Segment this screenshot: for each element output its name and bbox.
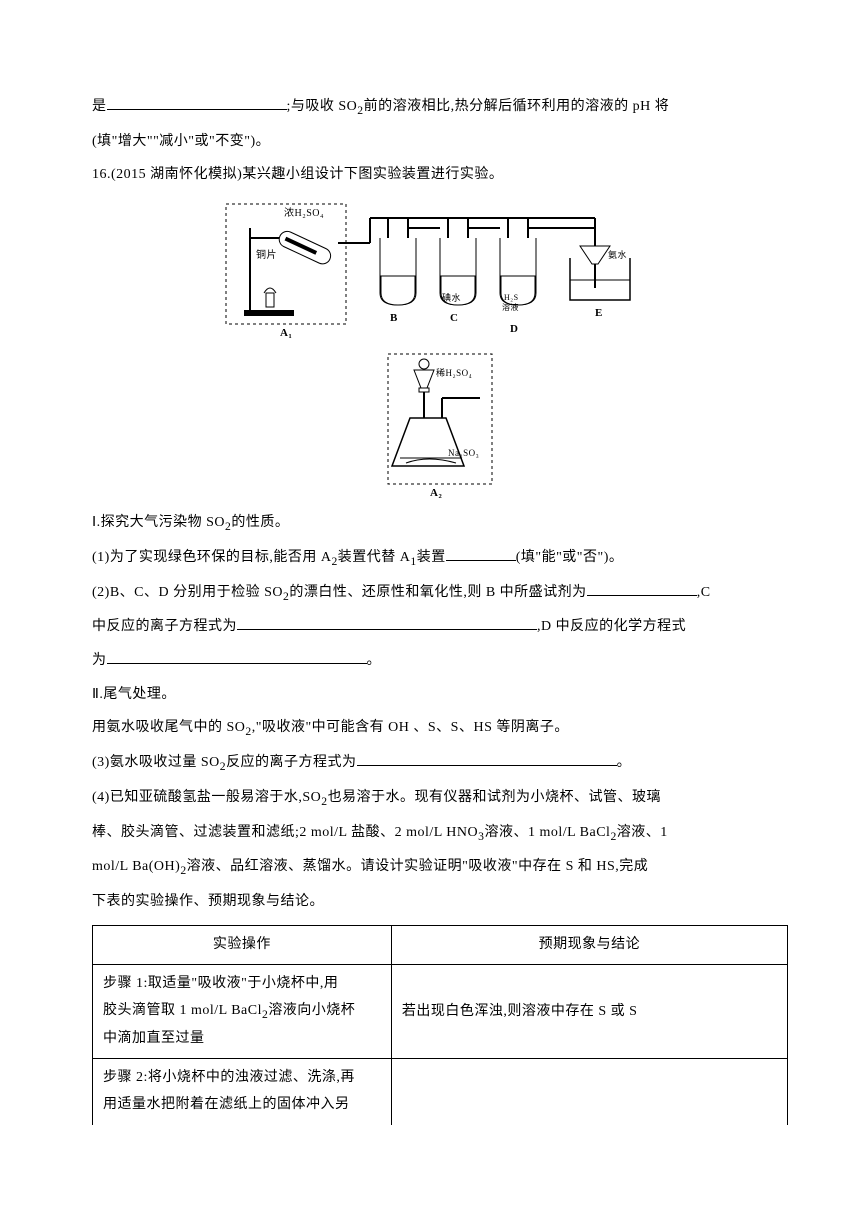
text: ,C — [697, 585, 711, 600]
tube-D: D H₂S 溶液 — [500, 218, 536, 335]
table-header: 实验操作 — [93, 925, 392, 965]
table-header-row: 实验操作 预期现象与结论 — [93, 925, 788, 965]
tube-B: B — [380, 218, 416, 324]
text: 。 — [617, 755, 632, 770]
section-1-title: Ⅰ.探究大气污染物 SO2的性质。 — [92, 506, 788, 541]
text: 16.(2015 湖南怀化模拟)某兴趣小组设计下图实验装置进行实验。 — [92, 167, 503, 182]
table-cell: 步骤 1:取适量"吸收液"于小烧杯中,用 胶头滴管取 1 mol/L BaCl2… — [93, 965, 392, 1059]
text: 步骤 2:将小烧杯中的浊液过滤、洗涤,再 — [103, 1065, 381, 1092]
text: 装置代替 A — [338, 550, 411, 565]
svg-text:碘水: 碘水 — [442, 292, 461, 303]
text: ,"吸收液"中可能含有 OH 、S、S、HS 等阴离子。 — [252, 720, 569, 735]
svg-text:D: D — [510, 323, 518, 335]
text: mol/L Ba(OH) — [92, 859, 180, 874]
text: 。 — [367, 653, 382, 668]
text: 下表的实验操作、预期现象与结论。 — [92, 894, 324, 909]
svg-text:B: B — [390, 312, 398, 324]
text: 步骤 1:取适量"吸收液"于小烧杯中,用 — [103, 971, 381, 998]
text: 棒、胶头滴管、过滤装置和滤纸;2 mol/L 盐酸、2 mol/L HNO — [92, 825, 478, 840]
text: 溶液向小烧杯 — [268, 1003, 355, 1018]
h2so4-label: 浓H₂SO₄ — [284, 207, 324, 219]
absorb-paragraph: 用氨水吸收尾气中的 SO2,"吸收液"中可能含有 OH 、S、S、HS 等阴离子… — [92, 711, 788, 746]
text: 的漂白性、还原性和氧化性,则 B 中所盛试剂为 — [289, 585, 586, 600]
text: 胶头滴管取 1 mol/L BaCl — [103, 1003, 262, 1018]
question-4-line2: 棒、胶头滴管、过滤装置和滤纸;2 mol/L 盐酸、2 mol/L HNO3溶液… — [92, 816, 788, 851]
text: 为 — [92, 653, 107, 668]
text: 反应的离子方程式为 — [226, 755, 357, 770]
tube-C: C 碘水 — [440, 218, 476, 324]
svg-text:A₂: A₂ — [430, 487, 442, 498]
table-cell: 若出现白色浑浊,则溶液中存在 S 或 S — [391, 965, 787, 1059]
table-row: 步骤 1:取适量"吸收液"于小烧杯中,用 胶头滴管取 1 mol/L BaCl2… — [93, 965, 788, 1059]
text: 溶液、1 mol/L BaCl — [484, 825, 610, 840]
question-4-line3: mol/L Ba(OH)2溶液、品红溶液、蒸馏水。请设计实验证明"吸收液"中存在… — [92, 850, 788, 885]
question-4-line4: 下表的实验操作、预期现象与结论。 — [92, 885, 788, 919]
question-4-line1: (4)已知亚硫酸氢盐一般易溶于水,SO2也易溶于水。现有仪器和试剂为小烧杯、试管… — [92, 781, 788, 816]
table-cell[interactable] — [391, 1059, 787, 1125]
text: ;与吸收 SO — [287, 99, 358, 114]
text: 也易溶于水。现有仪器和试剂为小烧杯、试管、玻璃 — [328, 790, 662, 805]
question-16-stem: 16.(2015 湖南怀化模拟)某兴趣小组设计下图实验装置进行实验。 — [92, 158, 788, 192]
question-2-line3: 为。 — [92, 644, 788, 678]
svg-text:氨水: 氨水 — [608, 249, 627, 260]
paragraph: (填"增大""减小"或"不变")。 — [92, 125, 788, 159]
text: 用氨水吸收尾气中的 SO — [92, 720, 245, 735]
text: 装置 — [417, 550, 446, 565]
table-row: 步骤 2:将小烧杯中的浊液过滤、洗涤,再 用适量水把附着在滤纸上的固体冲入另 — [93, 1059, 788, 1125]
blank-field[interactable] — [107, 648, 367, 664]
question-2-line2: 中反应的离子方程式为 ,D 中反应的化学方程式 — [92, 610, 788, 644]
svg-text:H₂S: H₂S — [504, 293, 519, 302]
svg-text:E: E — [595, 307, 603, 319]
question-1: (1)为了实现绿色环保的目标,能否用 A2装置代替 A1装置(填"能"或"否")… — [92, 541, 788, 576]
svg-text:稀H₂SO₄: 稀H₂SO₄ — [436, 367, 472, 378]
beaker-E: 氨水 E — [570, 218, 630, 319]
text: (填"增大""减小"或"不变")。 — [92, 134, 270, 149]
section-2-title: Ⅱ.尾气处理。 — [92, 678, 788, 712]
experiment-table: 实验操作 预期现象与结论 步骤 1:取适量"吸收液"于小烧杯中,用 胶头滴管取 … — [92, 925, 788, 1125]
blank-field[interactable] — [357, 750, 617, 766]
text: 中滴加直至过量 — [103, 1026, 381, 1053]
text: 前的溶液相比,热分解后循环利用的溶液的 pH 将 — [364, 99, 670, 114]
text: Ⅰ.探究大气污染物 SO — [92, 515, 225, 530]
text: 的性质。 — [231, 515, 289, 530]
text: 中反应的离子方程式为 — [92, 619, 237, 634]
text: 是 — [92, 99, 107, 114]
text: ,D 中反应的化学方程式 — [537, 619, 686, 634]
text: (1)为了实现绿色环保的目标,能否用 A — [92, 550, 331, 565]
text: 溶液、1 — [617, 825, 668, 840]
blank-field[interactable] — [587, 579, 697, 595]
text: 溶液、品红溶液、蒸馏水。请设计实验证明"吸收液"中存在 S 和 HS,完成 — [187, 859, 649, 874]
text: (3)氨水吸收过量 SO — [92, 755, 220, 770]
text: 用适量水把附着在滤纸上的固体冲入另 — [103, 1092, 381, 1119]
blank-field[interactable] — [237, 614, 537, 630]
copper-label: 铜片 — [256, 248, 277, 261]
text: (4)已知亚硫酸氢盐一般易溶于水,SO — [92, 790, 321, 805]
paragraph-continuation: 是;与吸收 SO2前的溶液相比,热分解后循环利用的溶液的 pH 将 — [92, 90, 788, 125]
question-2: (2)B、C、D 分别用于检验 SO2的漂白性、还原性和氧化性,则 B 中所盛试… — [92, 576, 788, 611]
svg-text:C: C — [450, 312, 458, 324]
text: Ⅱ.尾气处理。 — [92, 687, 176, 702]
text: (2)B、C、D 分别用于检验 SO — [92, 585, 283, 600]
a1-label: A₁ — [280, 327, 292, 338]
blank-field[interactable] — [107, 94, 287, 110]
apparatus-figure-1: 浓H₂SO₄ 铜片 A₁ B C 碘 — [92, 198, 788, 342]
table-cell: 步骤 2:将小烧杯中的浊液过滤、洗涤,再 用适量水把附着在滤纸上的固体冲入另 — [93, 1059, 392, 1125]
text: (填"能"或"否")。 — [516, 550, 624, 565]
question-3: (3)氨水吸收过量 SO2反应的离子方程式为。 — [92, 746, 788, 781]
svg-text:Na₂SO₃: Na₂SO₃ — [448, 448, 479, 458]
blank-field[interactable] — [446, 544, 516, 560]
apparatus-figure-2: 稀H₂SO₄ Na₂SO₃ A₂ — [92, 348, 788, 502]
table-header: 预期现象与结论 — [391, 925, 787, 965]
svg-text:溶液: 溶液 — [502, 302, 519, 312]
